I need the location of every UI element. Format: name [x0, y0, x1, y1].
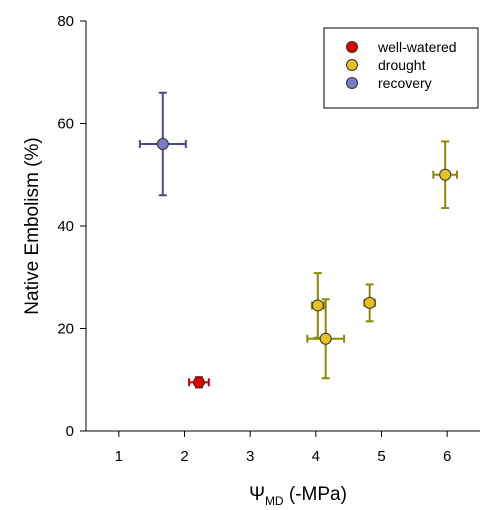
- x-tick-label: 6: [443, 448, 451, 465]
- x-axis-title: ΨMD (-MPa): [249, 484, 347, 508]
- series-drought: [306, 140, 459, 380]
- data-point: [363, 296, 376, 309]
- y-tick-label: 60: [57, 116, 74, 133]
- y-tick-label: 40: [57, 218, 74, 235]
- y-tick-label: 20: [57, 321, 74, 338]
- data-points: [138, 91, 459, 389]
- plot-area: 1 2 3 4 5 6 0 20 40 60 80: [57, 13, 480, 465]
- data-point: [192, 376, 205, 389]
- legend-label: drought: [378, 57, 426, 73]
- y-axis-ticks: 0 20 40 60 80: [57, 13, 86, 440]
- legend-marker: [346, 59, 358, 71]
- series-recovery: [138, 91, 187, 197]
- x-tick-label: 2: [180, 448, 188, 465]
- x-tick-label: 1: [115, 448, 123, 465]
- data-point: [311, 299, 324, 312]
- data-point: [156, 138, 169, 150]
- x-tick-label: 5: [377, 448, 385, 465]
- y-tick-label: 0: [66, 423, 74, 440]
- y-axis-title: Native Embolism (%): [22, 137, 43, 314]
- series-well-watered: [188, 376, 210, 389]
- legend-marker: [346, 41, 358, 53]
- x-axis-ticks: 1 2 3 4 5 6: [115, 431, 451, 465]
- legend-label: recovery: [378, 75, 432, 91]
- y-tick-label: 80: [57, 13, 74, 30]
- data-point: [319, 332, 332, 345]
- x-tick-label: 3: [246, 448, 254, 465]
- x-tick-label: 4: [312, 448, 320, 465]
- legend: well-watered drought recovery: [323, 27, 479, 109]
- data-point: [439, 168, 452, 181]
- legend-label: well-watered: [377, 39, 457, 55]
- legend-marker: [346, 77, 358, 89]
